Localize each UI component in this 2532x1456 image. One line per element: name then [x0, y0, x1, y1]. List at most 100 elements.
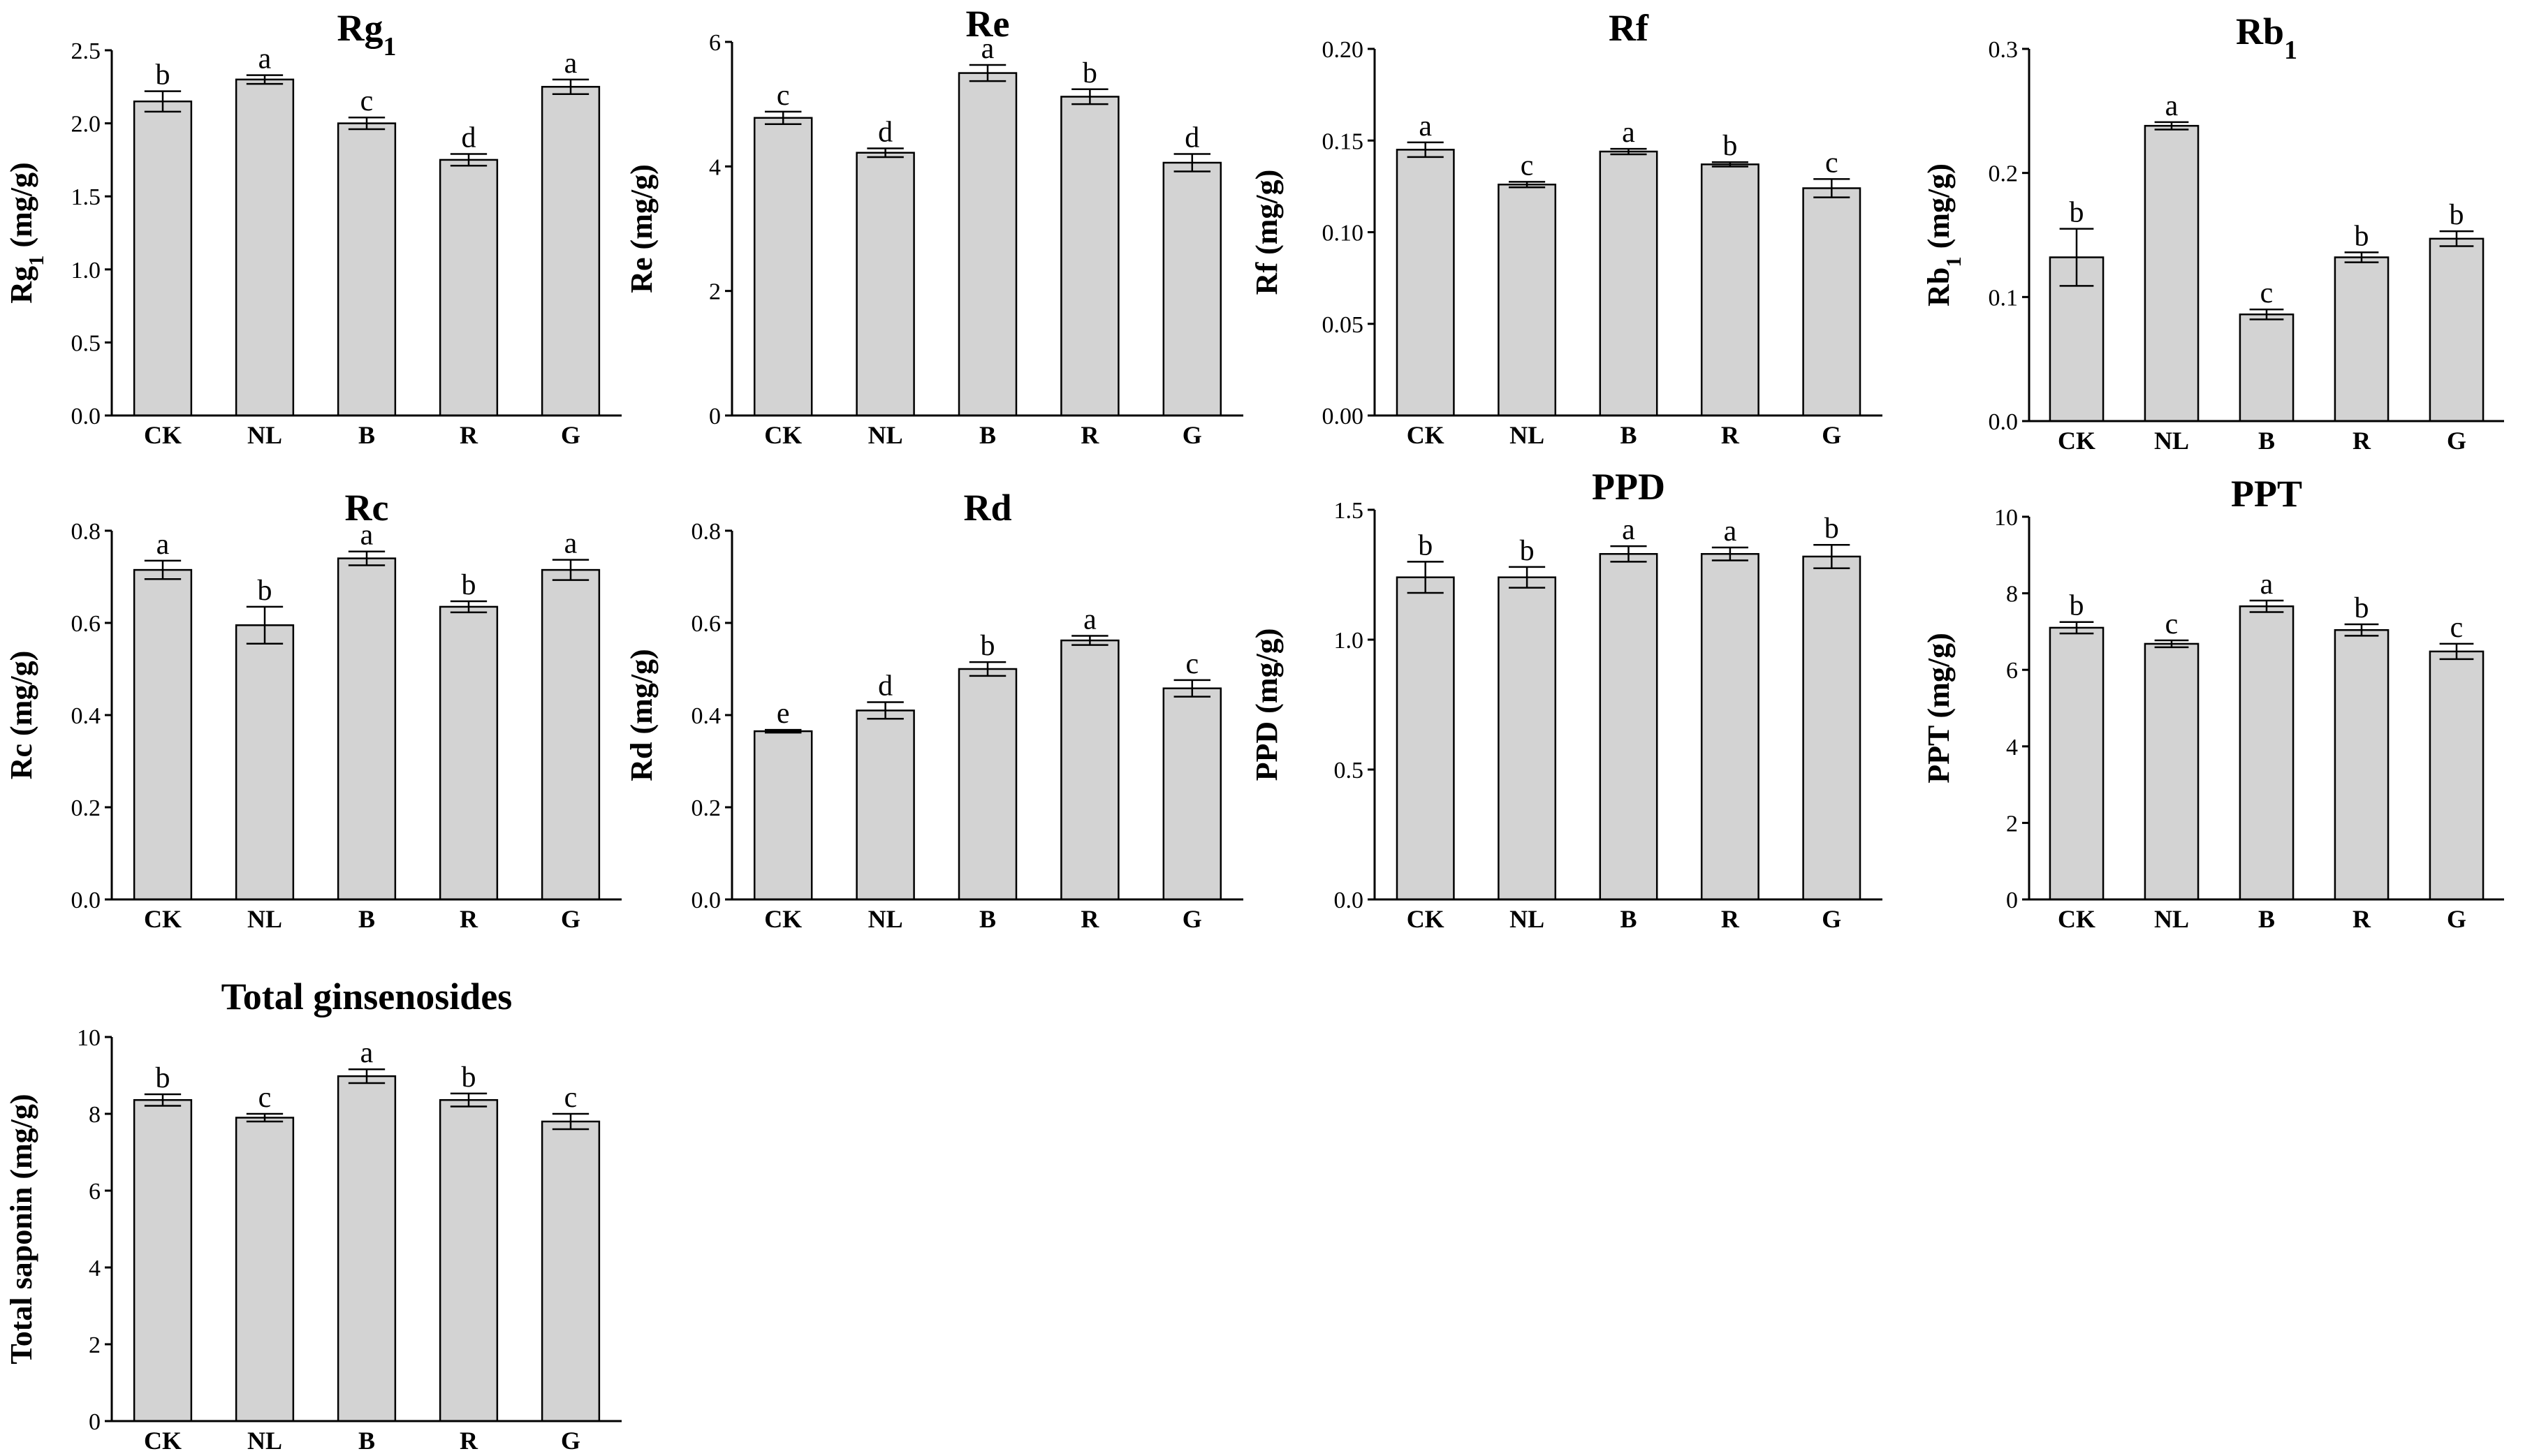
x-tick-label: B — [358, 421, 375, 449]
error-bar — [1407, 561, 1444, 594]
y-tick-label: 2 — [89, 1332, 101, 1358]
bar — [2144, 642, 2200, 901]
x-tick-label: G — [2447, 905, 2466, 933]
error-bar — [867, 701, 904, 720]
y-tick-label: 0.2 — [71, 795, 101, 821]
bar — [541, 568, 601, 901]
x-tick-label: B — [2258, 427, 2275, 455]
error-bar — [144, 90, 182, 113]
significance-letter: c — [258, 1082, 272, 1114]
bar — [753, 730, 813, 901]
x-tick-label: R — [2352, 427, 2371, 455]
error-bar — [246, 605, 284, 645]
y-axis-label: Rf (mg/g) — [1250, 170, 1284, 295]
bar — [235, 624, 295, 901]
significance-letter: a — [564, 47, 578, 80]
error-bar — [969, 64, 1007, 82]
bar — [753, 117, 813, 417]
y-tick-label: 0.05 — [1322, 312, 1364, 338]
error-bar — [1813, 543, 1850, 569]
bar — [2429, 650, 2485, 901]
x-tick-label: CK — [764, 421, 802, 449]
bar — [337, 1075, 397, 1422]
bar — [541, 1120, 601, 1422]
bar — [1060, 96, 1120, 417]
significance-letter: c — [1825, 147, 1838, 179]
bar — [2049, 626, 2105, 901]
error-bar — [2344, 251, 2379, 263]
significance-letter: a — [1622, 514, 1635, 546]
y-tick-label: 0.1 — [1989, 285, 2019, 311]
chart-panel-7: PPT b CK c NL a Bb Rc G 0 2 4 6 8 10 PPT (mg/g) — [1922, 473, 2504, 933]
x-tick-label: R — [1721, 421, 1740, 449]
bar — [1498, 184, 1557, 417]
chart-title: Rg1 — [337, 7, 397, 61]
y-tick-label: 4 — [709, 154, 721, 180]
significance-letter: d — [462, 122, 476, 154]
y-tick-label: 0.2 — [1989, 161, 2019, 187]
error-bar — [2059, 621, 2094, 635]
x-tick-label: CK — [144, 421, 182, 449]
y-tick-label: 1.0 — [1334, 628, 1364, 654]
bar — [1396, 149, 1455, 417]
significance-letter: b — [1824, 513, 1839, 545]
y-tick-label: 0.5 — [71, 330, 101, 356]
x-tick-label: B — [358, 1427, 375, 1455]
error-bar — [348, 1068, 386, 1084]
error-bar — [348, 550, 386, 566]
bar — [235, 78, 295, 417]
error-bar — [1610, 545, 1647, 563]
y-tick-label: 8 — [89, 1102, 101, 1128]
significance-letter: d — [878, 116, 893, 148]
significance-letter: c — [564, 1082, 578, 1114]
bar — [2334, 628, 2390, 901]
significance-letter: c — [1185, 648, 1199, 680]
bar — [2239, 605, 2295, 901]
y-tick-label: 0.6 — [71, 611, 101, 637]
y-tick-label: 0.0 — [71, 404, 101, 429]
x-tick-label: NL — [868, 421, 903, 449]
bar — [1802, 187, 1861, 417]
y-tick-label: 6 — [709, 30, 721, 56]
error-bar — [348, 116, 386, 131]
x-tick-label: B — [358, 905, 375, 933]
bar — [2239, 313, 2295, 422]
significance-letter: c — [2450, 612, 2464, 644]
bar — [856, 709, 915, 901]
x-tick-label: NL — [1509, 421, 1544, 449]
error-bar — [2344, 623, 2379, 637]
error-bar — [2439, 642, 2474, 661]
bar — [1498, 576, 1557, 901]
y-tick-label: 1.5 — [1334, 498, 1364, 524]
y-tick-label: 4 — [89, 1256, 101, 1281]
bar — [1396, 576, 1455, 901]
y-tick-label: 2.5 — [71, 38, 101, 64]
significance-letter: b — [2450, 199, 2464, 231]
error-bar — [2249, 599, 2284, 613]
error-bar — [450, 153, 488, 167]
error-bar — [144, 1093, 182, 1107]
x-tick-label: NL — [868, 905, 903, 933]
error-bar — [1407, 141, 1444, 159]
y-axis-label: PPD (mg/g) — [1250, 628, 1284, 781]
error-bar — [552, 559, 590, 581]
chart-title: Rb1 — [2236, 10, 2297, 65]
bar — [2144, 124, 2200, 422]
significance-letter: a — [360, 1037, 374, 1069]
error-bar — [1711, 161, 1748, 168]
significance-letter: b — [156, 1062, 170, 1094]
bar — [1162, 161, 1222, 417]
x-tick-label: G — [1822, 421, 1841, 449]
y-axis-label: Rg1 (mg/g) — [4, 162, 48, 303]
error-bar — [2059, 228, 2094, 287]
significance-letter: a — [564, 528, 578, 560]
y-tick-label: 0.8 — [691, 519, 722, 545]
y-tick-label: 0.20 — [1322, 37, 1364, 63]
x-tick-label: G — [1183, 905, 1202, 933]
error-bar — [2154, 121, 2189, 131]
y-tick-label: 0.0 — [71, 888, 101, 913]
significance-letter: a — [981, 33, 995, 65]
bar — [439, 605, 499, 901]
chart-title: Rc — [345, 487, 389, 529]
